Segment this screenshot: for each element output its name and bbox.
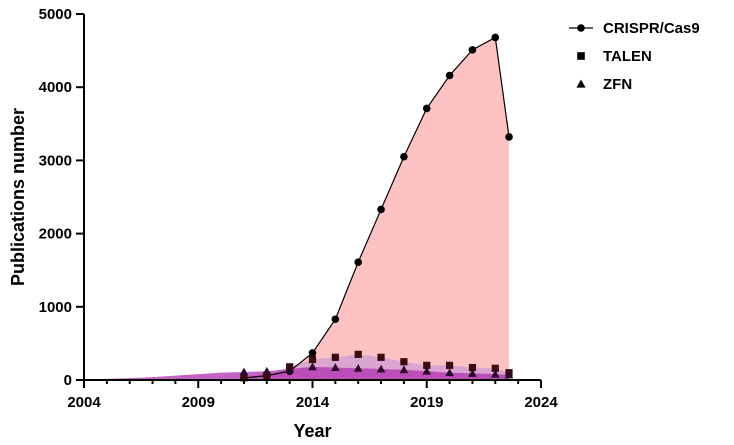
point-crispr-cas9 [308,349,317,357]
point-talen [491,364,499,372]
legend-item-zfn: ZFN [576,76,632,93]
point-zfn [468,369,477,377]
point-zfn [239,367,249,376]
point-talen [400,358,408,366]
y-tick-label: 0 [64,372,72,389]
y-tick-label: 3000 [39,152,72,169]
point-crispr-cas9 [468,46,477,54]
point-zfn [422,366,432,375]
point-zfn [262,366,272,375]
legend: CRISPR/Cas9 TALEN ZFN [569,20,700,93]
point-crispr-cas9 [400,152,408,161]
point-talen [377,353,385,361]
legend-label-zfn: ZFN [603,76,632,93]
point-crispr-cas9 [331,315,340,324]
x-axis-title: Year [293,421,331,441]
point-zfn [285,364,294,373]
area-crispr-cas9 [243,37,510,380]
legend-marker-talen [577,52,585,60]
point-zfn [399,365,409,374]
point-crispr-cas9 [445,71,454,80]
y-axis-title: Publications number [8,108,28,286]
legend-label-talen: TALEN [603,48,652,65]
x-tick-label: 2019 [410,394,443,411]
point-talen [308,355,317,364]
point-crispr-cas9 [422,104,431,113]
x-tick-label: 2024 [524,394,558,411]
point-zfn [490,369,500,378]
x-axis-ticks: 2004 2009 2014 2019 2024 [67,380,558,411]
point-talen [263,372,271,380]
point-crispr-cas9 [491,33,500,42]
point-talen [446,361,454,369]
point-zfn [331,363,340,372]
point-talen [468,363,477,372]
point-crispr-cas9 [377,205,385,214]
legend-item-crispr-cas9: CRISPR/Cas9 [569,20,700,37]
y-tick-label: 1000 [39,299,72,316]
point-talen [331,353,339,361]
legend-item-talen: TALEN [577,48,652,65]
point-talen [240,374,248,382]
legend-marker-crispr-cas9 [577,24,585,32]
point-zfn [308,362,317,371]
point-zfn [353,363,363,372]
y-axis-ticks: 0 1000 2000 3000 4000 5000 [39,6,84,389]
y-tick-label: 4000 [39,79,72,96]
y-tick-label: 5000 [39,6,72,23]
legend-label-crispr-cas9: CRISPR/Cas9 [603,20,700,37]
point-zfn [445,368,454,377]
point-zfn [376,364,386,373]
x-tick-label: 2009 [182,394,215,411]
y-tick-label: 2000 [39,226,72,243]
x-tick-label: 2014 [296,394,330,411]
point-zfn [504,370,514,379]
point-talen [423,361,431,369]
point-talen [354,350,362,358]
series-areas [84,37,510,380]
legend-marker-zfn [576,79,586,88]
x-tick-label: 2004 [67,394,101,411]
point-crispr-cas9 [505,133,513,141]
point-crispr-cas9 [354,258,363,266]
